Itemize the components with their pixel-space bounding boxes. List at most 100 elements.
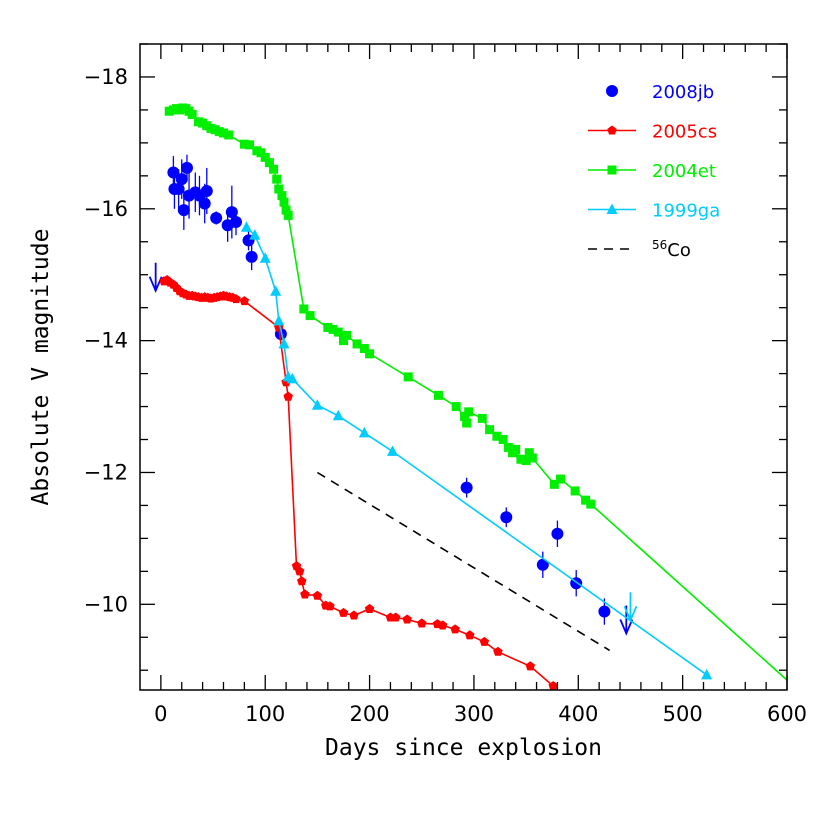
y-tick-label: −10 bbox=[84, 592, 128, 616]
legend-marker bbox=[607, 165, 617, 175]
data-point-2004et bbox=[333, 327, 343, 337]
data-point-2005cs bbox=[296, 576, 307, 586]
data-point-1999ga bbox=[240, 221, 252, 232]
data-point-2008jb bbox=[180, 161, 193, 174]
axis-ticks bbox=[140, 43, 788, 690]
data-point-2004et bbox=[549, 479, 559, 489]
legend-label: 2004et bbox=[652, 161, 716, 182]
data-point-2004et bbox=[498, 435, 508, 445]
data-point-1999ga bbox=[387, 445, 399, 456]
series-2004et bbox=[164, 103, 787, 681]
data-point-2008jb bbox=[167, 166, 180, 179]
plot-frame bbox=[139, 43, 788, 691]
data-point-2005cs bbox=[300, 589, 310, 599]
data-point-2004et bbox=[305, 311, 315, 321]
data-point-2004et bbox=[299, 304, 309, 314]
data-point-2005cs bbox=[493, 646, 503, 656]
data-point-2004et bbox=[477, 413, 487, 423]
data-point-2008jb bbox=[500, 511, 513, 524]
data-point-2004et bbox=[359, 344, 369, 354]
data-point-2008jb bbox=[225, 206, 238, 219]
data-point-2004et bbox=[224, 130, 234, 140]
y-tick-label: −18 bbox=[84, 65, 128, 89]
series-2008jb bbox=[148, 154, 634, 636]
data-point-2004et bbox=[503, 442, 513, 452]
data-point-2008jb bbox=[598, 605, 611, 618]
data-point-2008jb bbox=[177, 204, 190, 217]
data-point-2005cs bbox=[294, 566, 305, 576]
data-point-2004et bbox=[365, 349, 375, 359]
data-point-2005cs bbox=[312, 590, 323, 600]
data-point-2004et bbox=[524, 448, 534, 458]
data-point-2004et bbox=[462, 418, 472, 428]
data-point-2008jb bbox=[551, 527, 564, 540]
series-2005cs bbox=[159, 274, 559, 690]
data-point-2004et bbox=[342, 330, 352, 340]
arrow-head bbox=[148, 276, 163, 293]
data-point-2004et bbox=[274, 184, 284, 194]
legend-label: 56Co bbox=[652, 238, 691, 261]
data-point-2004et bbox=[492, 431, 502, 441]
data-point-2004et bbox=[433, 390, 443, 400]
x-tick-label: 500 bbox=[663, 702, 703, 726]
data-point-2005cs bbox=[364, 603, 375, 613]
x-tick-label: 300 bbox=[454, 702, 494, 726]
data-point-2004et bbox=[511, 444, 521, 454]
data-point-2004et bbox=[269, 164, 279, 174]
data-point-1999ga bbox=[270, 285, 282, 296]
data-point-2004et bbox=[460, 411, 470, 421]
x-tick-label: 100 bbox=[245, 702, 285, 726]
legend-label: 1999ga bbox=[652, 201, 720, 222]
data-point-2004et bbox=[581, 495, 591, 505]
data-point-2005cs bbox=[479, 636, 490, 646]
legend-label-main: Co bbox=[667, 240, 691, 261]
data-point-2004et bbox=[464, 407, 474, 417]
data-point-2005cs bbox=[548, 681, 559, 690]
data-point-2008jb bbox=[210, 212, 223, 225]
data-point-1999ga bbox=[286, 372, 298, 384]
data-point-2004et bbox=[403, 372, 413, 382]
data-point-2004et bbox=[338, 336, 348, 346]
legend-item-2005cs: 2005cs bbox=[588, 122, 717, 143]
series-co56 bbox=[316, 471, 611, 652]
data-point-2004et bbox=[279, 197, 289, 207]
data-point-2008jb bbox=[175, 173, 188, 186]
data-point-2004et bbox=[556, 474, 566, 484]
data-point-2004et bbox=[521, 456, 531, 466]
data-point-2004et bbox=[328, 324, 338, 334]
x-tick-label: 400 bbox=[558, 702, 598, 726]
data-point-1999ga bbox=[332, 409, 344, 421]
arrow-head bbox=[623, 605, 638, 623]
data-point-2004et bbox=[485, 425, 495, 435]
data-point-2004et bbox=[516, 454, 526, 464]
legend-label: 2005cs bbox=[652, 122, 717, 143]
upper-limit-2008jb bbox=[148, 262, 163, 293]
arrow-head bbox=[619, 619, 634, 636]
data-point-2004et bbox=[187, 110, 197, 120]
y-axis-label: Absolute V magnitude bbox=[28, 229, 54, 506]
series-line-2004et bbox=[168, 107, 787, 681]
data-point-2004et bbox=[272, 174, 282, 184]
legend-item-co56: 56Co bbox=[588, 238, 691, 261]
y-tick-label: −14 bbox=[84, 329, 128, 353]
data-point-2005cs bbox=[349, 610, 359, 620]
data-point-2004et bbox=[323, 322, 333, 332]
data-point-2004et bbox=[451, 402, 461, 412]
data-point-2005cs bbox=[525, 661, 536, 671]
data-point-2005cs bbox=[231, 294, 241, 304]
x-axis-label: Days since explosion bbox=[325, 735, 602, 761]
data-point-2005cs bbox=[239, 296, 250, 306]
data-point-2004et bbox=[527, 453, 537, 463]
data-point-2008jb bbox=[460, 481, 473, 494]
data-point-2004et bbox=[570, 486, 580, 496]
data-point-1999ga bbox=[278, 337, 290, 349]
data-point-2004et bbox=[245, 140, 255, 150]
data-point-1999ga bbox=[311, 399, 323, 410]
data-point-2004et bbox=[260, 152, 270, 162]
data-point-1999ga bbox=[273, 314, 285, 326]
data-point-1999ga bbox=[249, 229, 261, 240]
legend-marker bbox=[607, 125, 617, 135]
data-point-2004et bbox=[281, 205, 291, 215]
legend: 2008jb 2005cs 2004et 1999ga 56Co bbox=[588, 82, 720, 261]
